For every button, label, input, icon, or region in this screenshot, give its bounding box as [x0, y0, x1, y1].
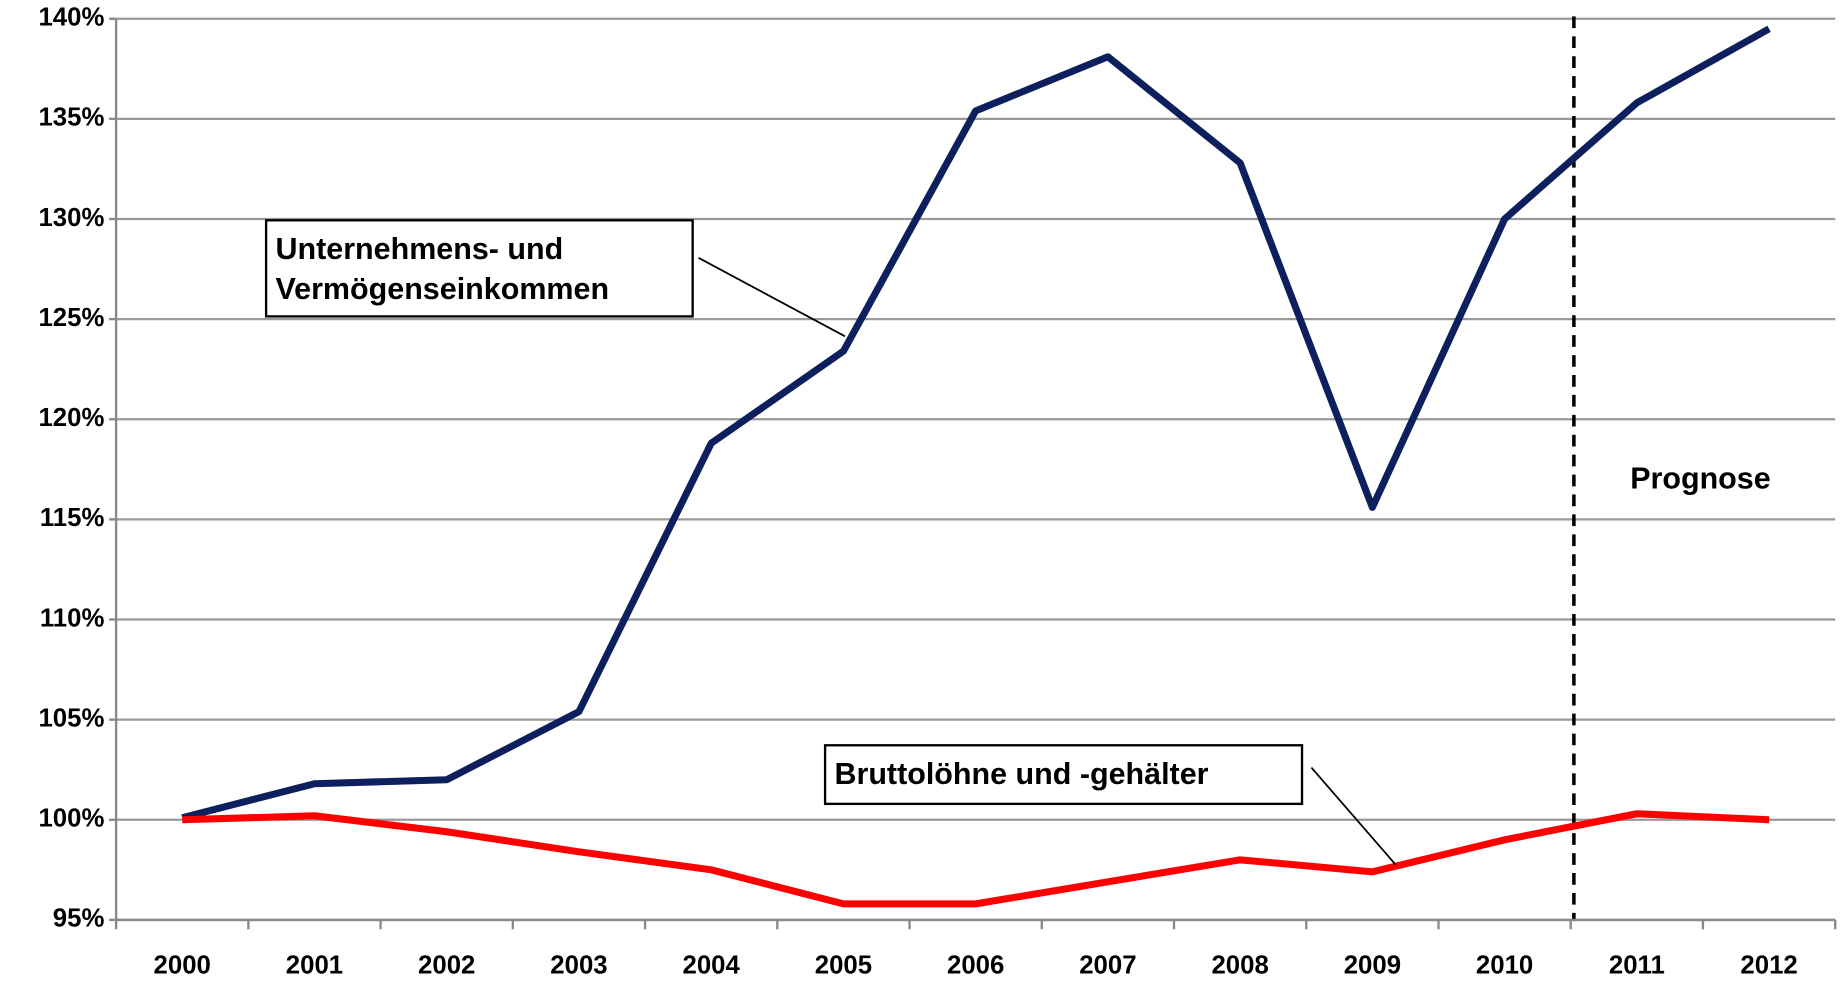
y-tick-label: 115%	[40, 504, 105, 532]
callout-box	[264, 219, 694, 318]
y-tick-label: 100%	[38, 805, 104, 833]
x-tick-label: 2008	[1211, 952, 1268, 980]
y-tick-label: 130%	[38, 204, 104, 232]
callout-box	[823, 744, 1304, 806]
x-tick-label: 2012	[1740, 952, 1797, 980]
x-tick-label: 2005	[815, 952, 872, 980]
legend-label: Bruttolöhne und -gehälter	[834, 755, 1209, 791]
x-tick-label: 2001	[286, 952, 343, 980]
annotation: Prognose	[1630, 462, 1770, 496]
legend-label: Unternehmens- und Vermögenseinkommen	[275, 230, 610, 306]
y-tick-label: 110%	[40, 604, 105, 632]
x-tick-label: 2004	[683, 952, 741, 980]
series-line	[181, 25, 1771, 822]
x-tick-label: 2000	[154, 952, 211, 980]
y-tick-label: 135%	[38, 104, 104, 132]
y-tick-label: 140%	[38, 4, 104, 32]
y-tick-label: 105%	[38, 704, 104, 732]
y-tick-label: 120%	[38, 404, 104, 432]
legend-text: Bruttolöhne und -gehälter	[834, 755, 1209, 791]
x-tick-label: 2006	[947, 952, 1004, 980]
series-line	[182, 810, 1770, 908]
x-tick-label: 2009	[1344, 952, 1401, 980]
callout-line	[1310, 766, 1397, 866]
callout-line	[698, 257, 846, 338]
x-tick-label: 2003	[550, 952, 607, 980]
x-tick-label: 2007	[1079, 952, 1136, 980]
legend-text: Unternehmens- und Vermögenseinkommen	[275, 230, 610, 306]
x-tick-label: 2010	[1476, 952, 1533, 980]
x-tick-label: 2002	[418, 952, 475, 980]
x-tick-label: 2011	[1609, 952, 1665, 980]
y-tick-label: 95%	[53, 905, 105, 933]
y-tick-label: 125%	[38, 304, 104, 332]
